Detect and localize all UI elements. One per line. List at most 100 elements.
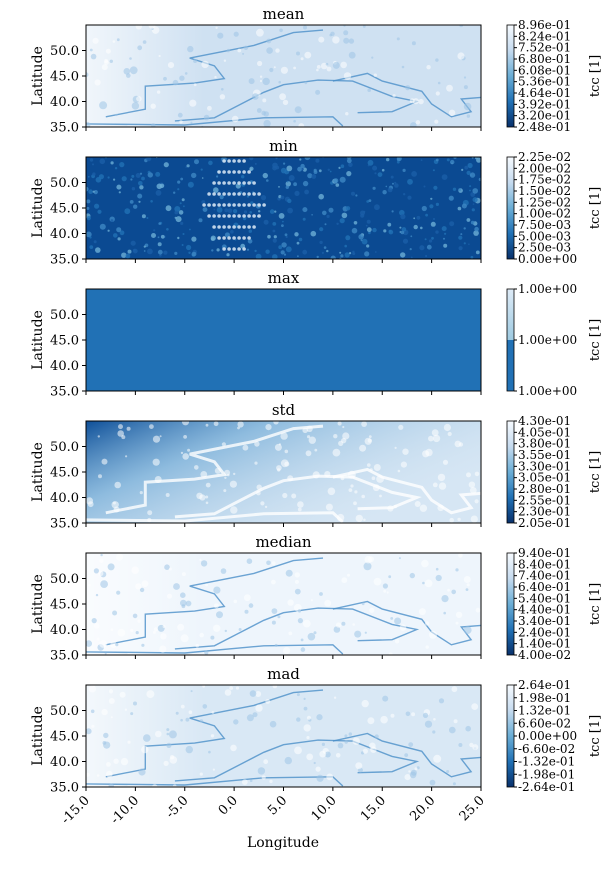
texture-spot xyxy=(380,715,388,724)
texture-spot xyxy=(214,467,221,474)
texture-spot xyxy=(217,225,221,229)
texture-spot xyxy=(374,204,380,211)
texture-spot xyxy=(211,711,215,714)
texture-spot xyxy=(137,619,141,623)
texture-spot xyxy=(382,190,387,195)
texture-spot xyxy=(97,209,102,214)
texture-spot xyxy=(172,79,179,86)
texture-spot xyxy=(274,443,282,451)
texture-spot xyxy=(464,165,469,170)
texture-spot xyxy=(275,157,278,160)
colorbar-tick-label: 1.00e+00 xyxy=(518,282,577,296)
texture-spot xyxy=(401,227,407,232)
texture-spot xyxy=(388,575,392,579)
panel-title: min xyxy=(269,137,298,155)
texture-spot xyxy=(373,577,382,586)
texture-spot xyxy=(99,158,106,165)
texture-spot xyxy=(108,698,115,704)
texture-spot xyxy=(133,204,138,209)
texture-spot xyxy=(248,78,255,85)
texture-spot xyxy=(287,475,294,482)
texture-spot xyxy=(461,203,467,209)
texture-spot xyxy=(347,470,356,479)
colorbar-tick-label: 2.00e-02 xyxy=(518,161,571,175)
texture-spot xyxy=(148,25,156,29)
texture-spot xyxy=(166,732,170,736)
texture-spot xyxy=(297,507,302,512)
texture-spot xyxy=(411,41,416,46)
texture-spot xyxy=(104,652,107,655)
texture-spot xyxy=(92,190,95,193)
texture-spot xyxy=(262,172,268,179)
texture-spot xyxy=(222,247,226,251)
texture-spot xyxy=(405,711,411,717)
texture-spot xyxy=(110,716,113,719)
texture-spot xyxy=(193,83,197,87)
texture-spot xyxy=(222,236,226,240)
texture-spot xyxy=(181,421,190,426)
colorbar-tick-label: 5.00e-03 xyxy=(518,229,571,243)
texture-spot xyxy=(390,175,394,179)
texture-spot xyxy=(138,181,143,186)
texture-spot xyxy=(202,207,208,213)
texture-spot xyxy=(346,158,352,164)
texture-spot xyxy=(396,160,400,164)
texture-spot xyxy=(147,248,153,255)
texture-spot xyxy=(463,227,466,230)
texture-spot xyxy=(443,243,448,248)
texture-spot xyxy=(337,421,342,426)
texture-spot xyxy=(207,214,211,218)
texture-spot xyxy=(277,468,281,472)
texture-spot xyxy=(101,458,108,465)
texture-spot xyxy=(274,643,278,647)
texture-spot xyxy=(89,48,93,52)
texture-spot xyxy=(321,251,324,254)
texture-spot xyxy=(98,174,104,180)
y-tick-label: 50.0 xyxy=(50,572,79,587)
texture-spot xyxy=(300,638,304,642)
texture-spot xyxy=(394,617,402,625)
texture-spot xyxy=(212,225,216,229)
texture-spot xyxy=(470,255,474,259)
colorbar-tick-label: 4.64e-01 xyxy=(518,86,571,100)
texture-spot xyxy=(319,592,323,596)
texture-spot xyxy=(256,108,262,113)
texture-spot xyxy=(272,222,277,226)
texture-spot xyxy=(272,165,277,171)
texture-spot xyxy=(366,219,371,224)
texture-spot xyxy=(343,72,352,80)
heatmap-haze xyxy=(86,25,481,127)
texture-spot xyxy=(222,159,226,163)
texture-spot xyxy=(432,217,436,221)
texture-spot xyxy=(266,47,273,54)
texture-spot xyxy=(114,167,118,170)
texture-spot xyxy=(281,224,284,228)
colorbar-gradient xyxy=(506,24,515,128)
texture-spot xyxy=(256,490,261,496)
texture-spot xyxy=(120,757,129,766)
texture-spot xyxy=(174,251,178,255)
colorbar-tick-label: 8.24e-01 xyxy=(518,29,571,43)
texture-spot xyxy=(166,742,172,749)
texture-spot xyxy=(336,513,345,522)
colorbar-tick-label: 4.05e-01 xyxy=(518,425,571,439)
texture-spot xyxy=(299,158,302,161)
texture-spot xyxy=(174,210,179,215)
texture-spot xyxy=(94,203,100,209)
texture-spot xyxy=(237,421,244,428)
texture-spot xyxy=(212,768,215,771)
texture-spot xyxy=(184,72,188,75)
texture-spot xyxy=(86,728,92,735)
y-tick-label: 35.0 xyxy=(50,649,79,664)
texture-spot xyxy=(342,425,345,429)
texture-spot xyxy=(466,218,471,222)
texture-spot xyxy=(429,239,433,243)
texture-spot xyxy=(301,168,304,171)
texture-spot xyxy=(224,232,230,238)
texture-spot xyxy=(213,187,219,193)
texture-spot xyxy=(177,236,180,240)
texture-spot xyxy=(102,741,107,745)
texture-spot xyxy=(437,504,445,512)
texture-spot xyxy=(185,600,192,607)
texture-spot xyxy=(244,609,249,614)
